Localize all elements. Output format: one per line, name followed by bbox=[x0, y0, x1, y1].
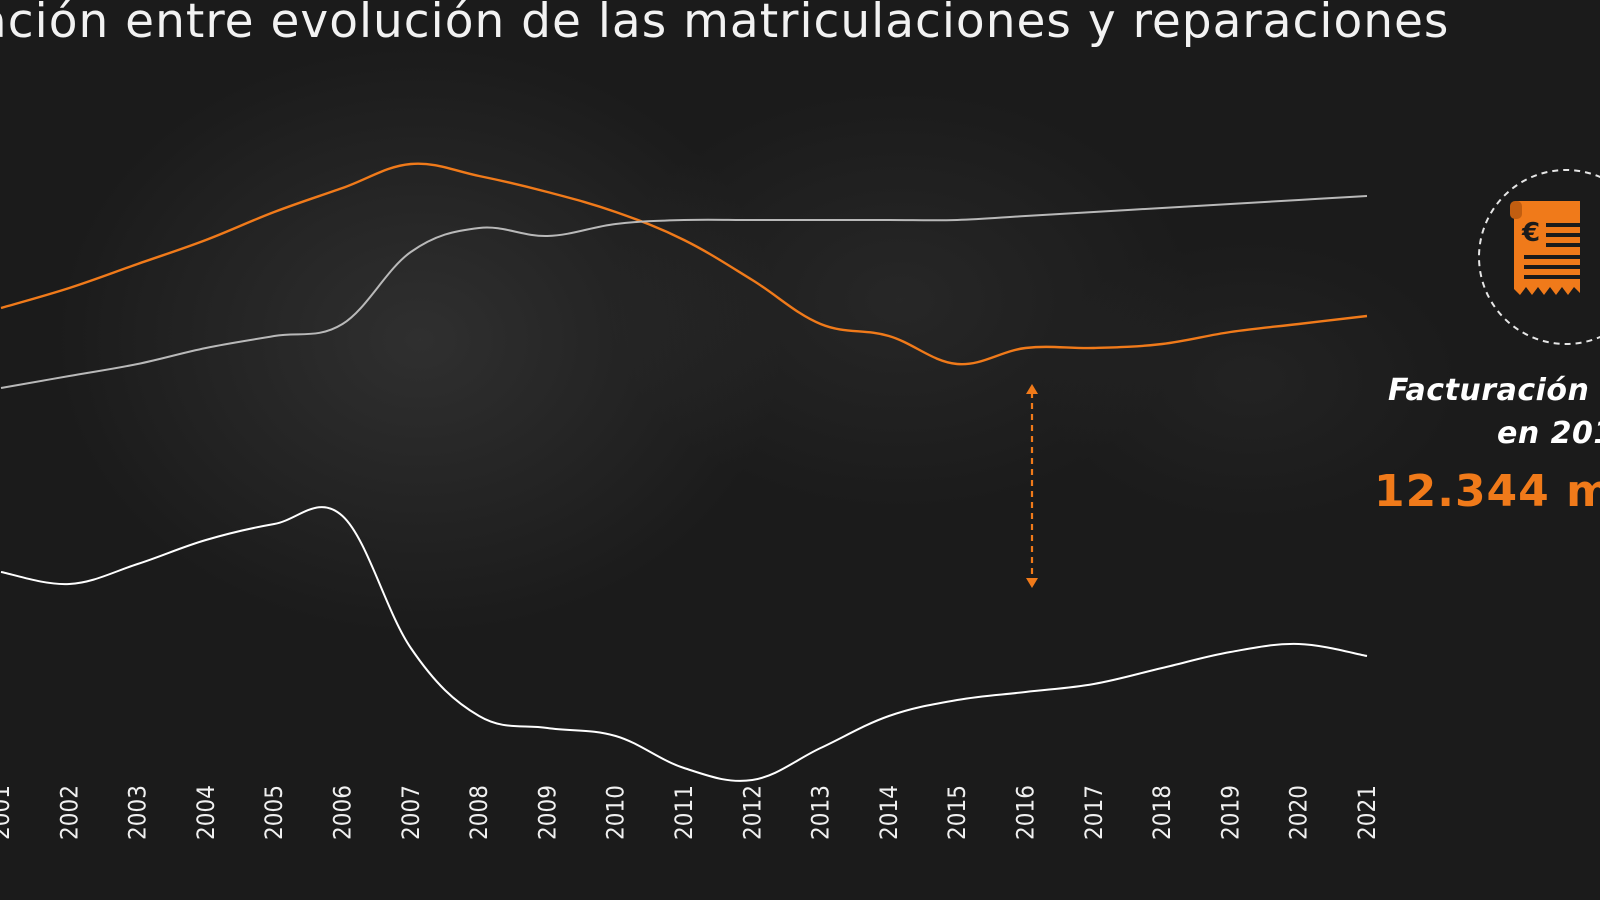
x-tick-label: 2001 bbox=[0, 785, 15, 840]
x-tick-label: 2002 bbox=[55, 785, 83, 840]
series-layer bbox=[0, 162, 1368, 782]
x-tick-label: 2005 bbox=[260, 785, 288, 840]
x-tick-label: 2014 bbox=[875, 785, 903, 840]
billing-label: Facturación bbox=[1388, 373, 1590, 408]
x-tick-label: 2009 bbox=[533, 785, 561, 840]
x-tick-label: 2006 bbox=[329, 785, 357, 840]
x-tick-label: 2015 bbox=[943, 785, 971, 840]
x-tick-label: 2003 bbox=[124, 785, 152, 840]
x-tick-label: 2004 bbox=[192, 785, 220, 840]
x-tick-label: 2010 bbox=[602, 785, 630, 840]
page-title: ación entre evolución de las matriculaci… bbox=[0, 0, 1450, 49]
x-tick-label: 2013 bbox=[807, 785, 835, 840]
x-tick-label: 2018 bbox=[1148, 785, 1176, 840]
x-tick-label: 2012 bbox=[738, 785, 766, 840]
x-tick-label: 2008 bbox=[465, 785, 493, 840]
x-axis-ticks: 2001 2002 2003 2004 2005 2006 2007 2008 2009 2010… bbox=[0, 785, 1381, 840]
series-line-2 bbox=[0, 506, 1368, 782]
billing-year-text: en 201 bbox=[1497, 416, 1600, 451]
series-line-1 bbox=[0, 195, 1368, 389]
x-tick-label: 2020 bbox=[1285, 785, 1313, 840]
billing-value: 12.344 mi bbox=[1374, 466, 1600, 517]
x-tick-label: 2021 bbox=[1353, 785, 1381, 840]
x-tick-label: 2017 bbox=[1080, 785, 1108, 840]
invoice-euro-icon: € bbox=[1478, 169, 1600, 345]
x-tick-label: 2011 bbox=[670, 785, 698, 840]
svg-text:€: € bbox=[1521, 218, 1540, 248]
series-line-0 bbox=[0, 162, 1368, 366]
gap-arrow bbox=[1026, 384, 1038, 588]
x-tick-label: 2007 bbox=[397, 785, 425, 840]
x-tick-label: 2019 bbox=[1216, 785, 1244, 840]
x-tick-label: 2016 bbox=[1012, 785, 1040, 840]
